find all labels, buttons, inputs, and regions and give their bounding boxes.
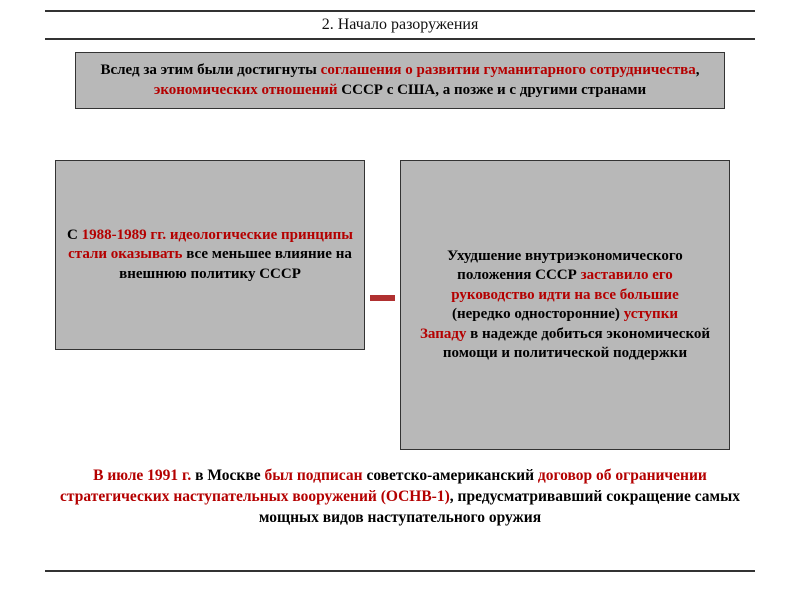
box-agreements: Вслед за этим были достигнуты соглашения… (75, 52, 725, 109)
box-osnv1: В июле 1991 г. в Москве был подписан сов… (45, 460, 755, 535)
connector-line (370, 295, 395, 301)
box-concessions-text: Ухудшение внутриэкономического положения… (415, 247, 715, 364)
section-title: 2. Начало разоружения (45, 10, 755, 40)
bottom-rule (45, 570, 755, 572)
box-ideological-text: С 1988-1989 гг. идеологические принципы … (66, 226, 354, 285)
box-ideological: С 1988-1989 гг. идеологические принципы … (55, 160, 365, 350)
box-concessions: Ухудшение внутриэкономического положения… (400, 160, 730, 450)
